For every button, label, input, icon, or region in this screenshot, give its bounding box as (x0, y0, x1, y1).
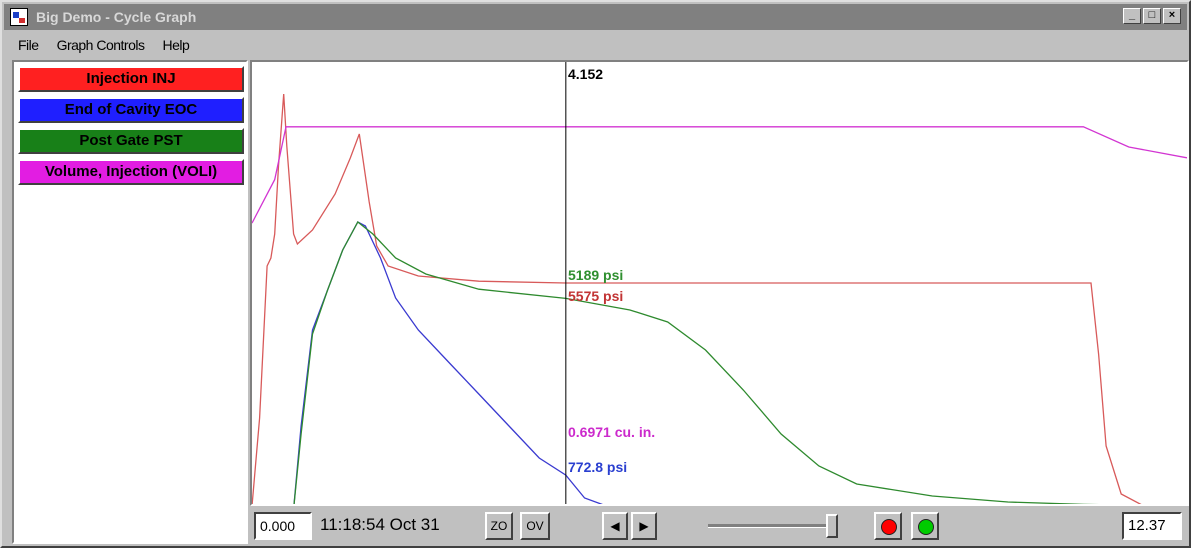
end-time-field[interactable]: 12.37 (1122, 512, 1182, 540)
legend-item-end-of-cavity[interactable]: End of Cavity EOC (18, 97, 244, 123)
scroll-right-button[interactable]: ▶ (631, 512, 657, 540)
series-line-2 (293, 221, 1100, 504)
overview-button[interactable]: OV (520, 512, 550, 540)
graph-panel[interactable]: 4.152 5189 psi 5575 psi 0.6971 cu. in. 7… (250, 60, 1189, 506)
title-bar: Big Demo - Cycle Graph _ □ × (4, 4, 1187, 30)
menu-graph-controls[interactable]: Graph Controls (56, 37, 145, 53)
series-line-3 (252, 126, 1187, 224)
legend-item-injection[interactable]: Injection INJ (18, 66, 244, 92)
series-line-1 (293, 221, 603, 504)
readout-injection: 5575 psi (568, 288, 624, 304)
minimize-button[interactable]: _ (1123, 8, 1141, 24)
window-buttons: _ □ × (1123, 8, 1181, 24)
red-record-icon (881, 519, 897, 535)
series-line-0 (252, 93, 1142, 504)
menu-bar: File Graph Controls Help (4, 32, 1187, 58)
legend-panel: Injection INJ End of Cavity EOC Post Gat… (12, 60, 248, 544)
cursor-value-label: 4.152 (568, 66, 604, 82)
menu-file[interactable]: File (18, 37, 39, 53)
close-button[interactable]: × (1163, 8, 1181, 24)
zoom-slider-track[interactable] (708, 524, 838, 528)
zoom-slider-thumb[interactable] (825, 514, 838, 538)
readout-volume: 0.6971 cu. in. (568, 424, 656, 440)
cycle-graph[interactable] (252, 62, 1187, 504)
legend-item-post-gate[interactable]: Post Gate PST (18, 128, 244, 154)
window-title: Big Demo - Cycle Graph (36, 9, 197, 25)
timestamp-label: 11:18:54 Oct 31 (320, 515, 440, 534)
app-icon (10, 8, 28, 26)
green-go-icon (918, 519, 934, 535)
start-time-field[interactable]: 0.000 (254, 512, 312, 540)
maximize-button[interactable]: □ (1143, 8, 1161, 24)
scroll-left-button[interactable]: ◀ (602, 512, 628, 540)
stop-button[interactable] (874, 512, 902, 540)
graph-controls-bar: 0.000 11:18:54 Oct 31 ZO OV ◀ ▶ 12.37 (250, 508, 1189, 544)
legend-item-volume-injection[interactable]: Volume, Injection (VOLI) (18, 159, 244, 185)
menu-help[interactable]: Help (162, 37, 190, 53)
readout-post-gate: 5189 psi (568, 267, 624, 283)
go-button[interactable] (911, 512, 939, 540)
readout-end-of-cavity: 772.8 psi (568, 459, 628, 475)
zoom-out-button[interactable]: ZO (485, 512, 513, 540)
